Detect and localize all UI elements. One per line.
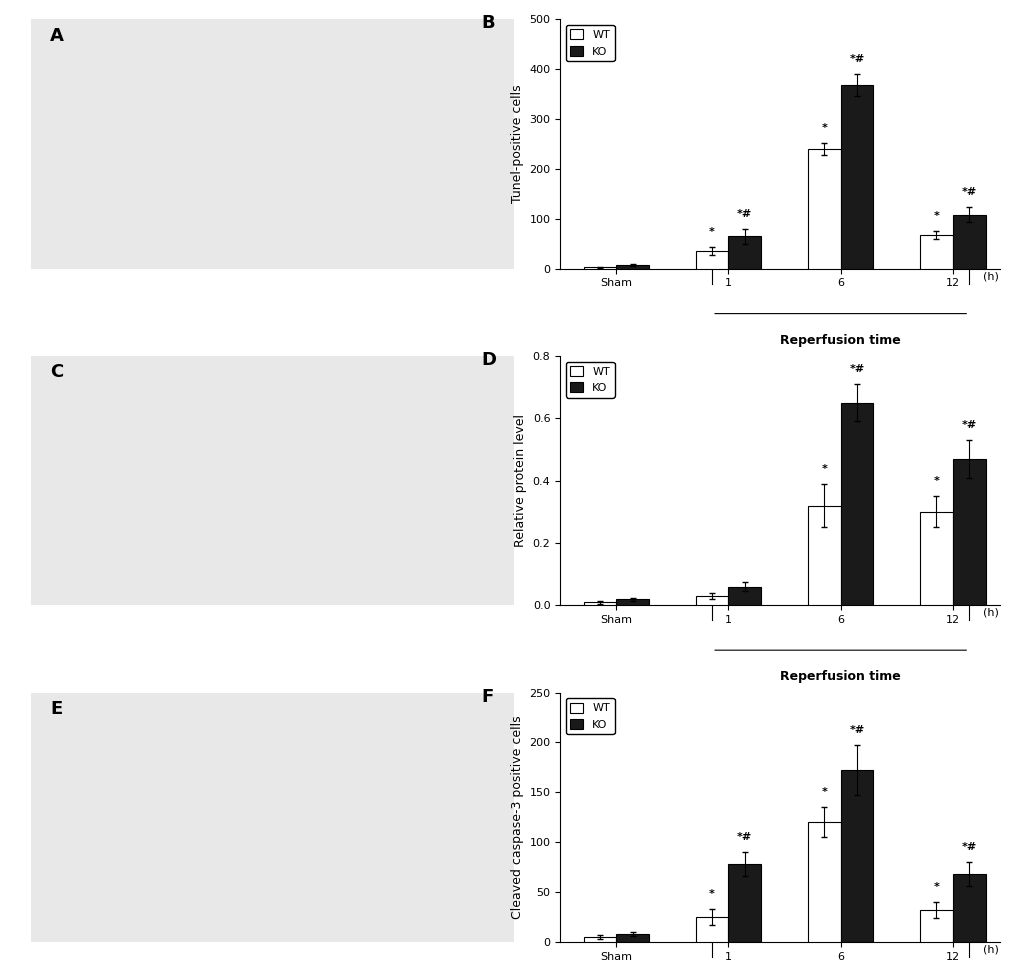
Bar <box>952 215 984 269</box>
Bar <box>807 822 840 942</box>
Text: *: * <box>932 211 938 220</box>
Text: B: B <box>481 15 494 32</box>
Bar <box>840 403 872 605</box>
Legend: WT, KO: WT, KO <box>566 361 614 397</box>
Bar <box>583 937 615 942</box>
Text: *: * <box>820 787 826 797</box>
Text: C: C <box>50 363 63 382</box>
Bar <box>840 85 872 269</box>
Text: *#: *# <box>737 832 752 842</box>
Bar <box>919 910 952 942</box>
Text: *: * <box>708 889 714 899</box>
Bar <box>952 459 984 605</box>
Text: (h): (h) <box>982 271 999 282</box>
Text: *#: *# <box>849 54 864 64</box>
Text: D: D <box>481 351 495 369</box>
Bar <box>807 150 840 269</box>
Y-axis label: Cleaved caspase-3 positive cells: Cleaved caspase-3 positive cells <box>511 716 523 919</box>
Bar <box>728 586 760 605</box>
Text: F: F <box>481 687 493 706</box>
Text: (h): (h) <box>982 945 999 954</box>
Text: *: * <box>932 476 938 486</box>
Text: Reperfusion time: Reperfusion time <box>780 334 900 347</box>
Text: A: A <box>50 27 64 45</box>
Text: *: * <box>820 123 826 133</box>
Bar <box>728 864 760 942</box>
Text: *: * <box>708 227 714 237</box>
Bar <box>807 506 840 605</box>
Text: *: * <box>932 882 938 892</box>
Text: *#: *# <box>849 725 864 735</box>
Bar <box>615 934 648 942</box>
Text: *: * <box>820 464 826 474</box>
Bar <box>919 512 952 605</box>
Bar <box>583 267 615 269</box>
Bar <box>728 236 760 269</box>
Legend: WT, KO: WT, KO <box>566 698 614 734</box>
Bar <box>615 265 648 269</box>
Text: E: E <box>50 700 62 718</box>
Bar <box>840 770 872 942</box>
Text: *#: *# <box>737 209 752 218</box>
Bar <box>615 599 648 605</box>
Text: *#: *# <box>849 364 864 374</box>
Y-axis label: Relative protein level: Relative protein level <box>514 415 527 547</box>
Text: *#: *# <box>961 842 976 853</box>
Text: *#: *# <box>961 420 976 430</box>
Text: (h): (h) <box>982 608 999 618</box>
Text: *#: *# <box>961 187 976 197</box>
Bar <box>695 596 728 605</box>
Bar <box>952 874 984 942</box>
Bar <box>695 917 728 942</box>
Legend: WT, KO: WT, KO <box>566 25 614 61</box>
Y-axis label: Tunel-positive cells: Tunel-positive cells <box>511 84 523 203</box>
Text: Reperfusion time: Reperfusion time <box>780 670 900 684</box>
Bar <box>919 235 952 269</box>
Bar <box>583 602 615 605</box>
Bar <box>695 251 728 269</box>
